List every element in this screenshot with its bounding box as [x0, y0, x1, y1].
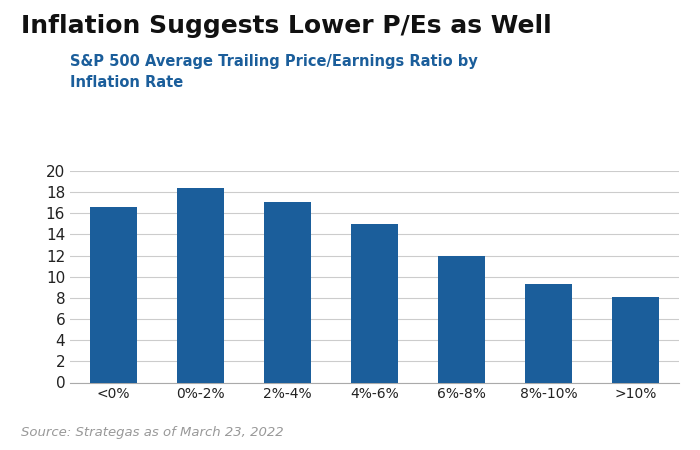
Bar — [612, 297, 659, 382]
Text: Inflation Suggests Lower P/Es as Well: Inflation Suggests Lower P/Es as Well — [21, 14, 552, 37]
Bar — [176, 188, 225, 382]
Bar — [90, 207, 137, 382]
Bar — [351, 224, 398, 382]
Text: S&P 500 Average Trailing Price/Earnings Ratio by
Inflation Rate: S&P 500 Average Trailing Price/Earnings … — [70, 54, 477, 90]
Bar — [264, 202, 312, 382]
Bar — [524, 284, 573, 382]
Bar — [438, 256, 485, 382]
Text: Source: Strategas as of March 23, 2022: Source: Strategas as of March 23, 2022 — [21, 426, 284, 439]
